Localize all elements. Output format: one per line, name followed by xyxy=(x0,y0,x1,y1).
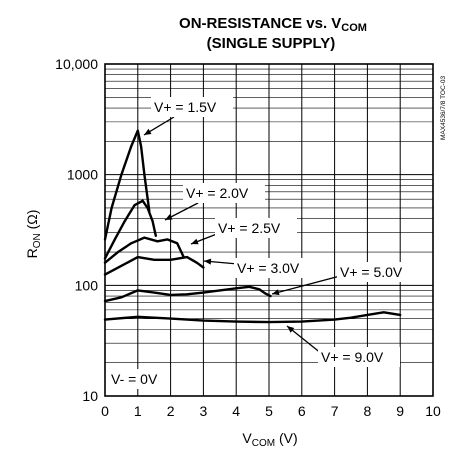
series-label-text: V+ = 2.0V xyxy=(186,185,249,201)
x-tick-label: 4 xyxy=(232,403,240,419)
series-label-leader xyxy=(271,275,341,295)
y-tick-label: 10 xyxy=(82,388,98,404)
series-label-text: V+ = 2.5V xyxy=(218,220,281,236)
y-tick-labels: 10 100 1000 10,000 xyxy=(55,56,98,404)
grid xyxy=(104,63,434,397)
series-label-3: V+ = 3.0V xyxy=(203,258,316,278)
y-axis-label: RON (Ω) xyxy=(24,210,43,259)
chart-title-line1: ON-RESISTANCE vs. VCOM xyxy=(179,15,367,34)
series-line-5 xyxy=(103,311,402,324)
x-axis-label: VCOM (V) xyxy=(242,430,297,449)
x-tick-label: 9 xyxy=(396,403,404,419)
series-label-arrowhead xyxy=(191,238,199,245)
series-label-0: V+ = 1.5V xyxy=(143,97,233,136)
y-tick-label: 10,000 xyxy=(55,56,98,72)
series-line-3 xyxy=(103,255,205,276)
series-label-arrowhead xyxy=(287,326,295,333)
series-label-text: V+ = 3.0V xyxy=(237,260,300,276)
series-label-4: V+ = 5.0V xyxy=(271,262,419,296)
series-label-arrowhead xyxy=(272,289,280,296)
series-label-5: V+ = 9.0V xyxy=(286,325,400,367)
plot-frame xyxy=(104,63,434,397)
series-labels: V+ = 1.5V V+ = 2.0V V+ = 2.5V V+ = 3.0V V+ =… xyxy=(143,97,419,367)
series-label-text: V+ = 5.0V xyxy=(340,264,403,280)
series-label-bg xyxy=(337,262,419,282)
series-label-1: V+ = 2.0V xyxy=(164,183,265,221)
x-axis-label-subscript: COM xyxy=(252,438,275,449)
series-line-4 xyxy=(103,285,272,303)
series-line-1 xyxy=(103,199,157,260)
series-lines xyxy=(103,129,402,324)
series-label-bg xyxy=(318,347,400,367)
chart-title-line2: (SINGLE SUPPLY) xyxy=(207,35,336,52)
series-label-bg xyxy=(151,97,233,117)
series-label-text: V+ = 1.5V xyxy=(154,99,217,115)
x-tick-label: 10 xyxy=(425,403,441,419)
x-axis-label-unit: (V) xyxy=(275,430,298,446)
series-line-2 xyxy=(103,236,185,264)
series-label-text: V+ = 9.0V xyxy=(321,349,384,365)
series-label-arrowhead xyxy=(204,258,212,265)
x-tick-label: 8 xyxy=(364,403,372,419)
series-label-arrowhead xyxy=(165,214,173,220)
series-line-0 xyxy=(103,129,151,241)
series-label-arrowhead xyxy=(144,128,152,135)
side-note: MAX4536/7/8 TOC-03 xyxy=(440,76,447,140)
chart-title-subscript: COM xyxy=(341,22,367,34)
series-label-2: V+ = 2.5V xyxy=(190,218,297,245)
y-tick-label: 1000 xyxy=(67,167,98,183)
x-tick-label: 6 xyxy=(298,403,306,419)
y-axis-label-subscript: ON xyxy=(32,233,43,248)
annotation-bg xyxy=(108,369,162,389)
series-label-bg xyxy=(215,218,297,238)
series-label-leader xyxy=(286,325,323,355)
x-tick-label: 1 xyxy=(134,403,142,419)
annotation-text: V- = 0V xyxy=(111,371,158,387)
x-tick-label: 0 xyxy=(101,403,109,419)
series-label-bg xyxy=(234,258,316,278)
x-tick-label: 5 xyxy=(265,403,273,419)
y-tick-label: 100 xyxy=(75,277,99,293)
annotation: V- = 0V xyxy=(108,369,162,389)
y-axis-label-unit: (Ω) xyxy=(24,210,40,234)
x-tick-label: 2 xyxy=(167,403,175,419)
x-tick-labels: 0 1 2 3 4 5 6 7 8 9 10 xyxy=(101,403,441,419)
chart-title: ON-RESISTANCE vs. VCOM (SINGLE SUPPLY) xyxy=(179,15,367,52)
x-tick-label: 3 xyxy=(200,403,208,419)
series-label-bg xyxy=(183,183,265,203)
x-tick-label: 7 xyxy=(331,403,339,419)
